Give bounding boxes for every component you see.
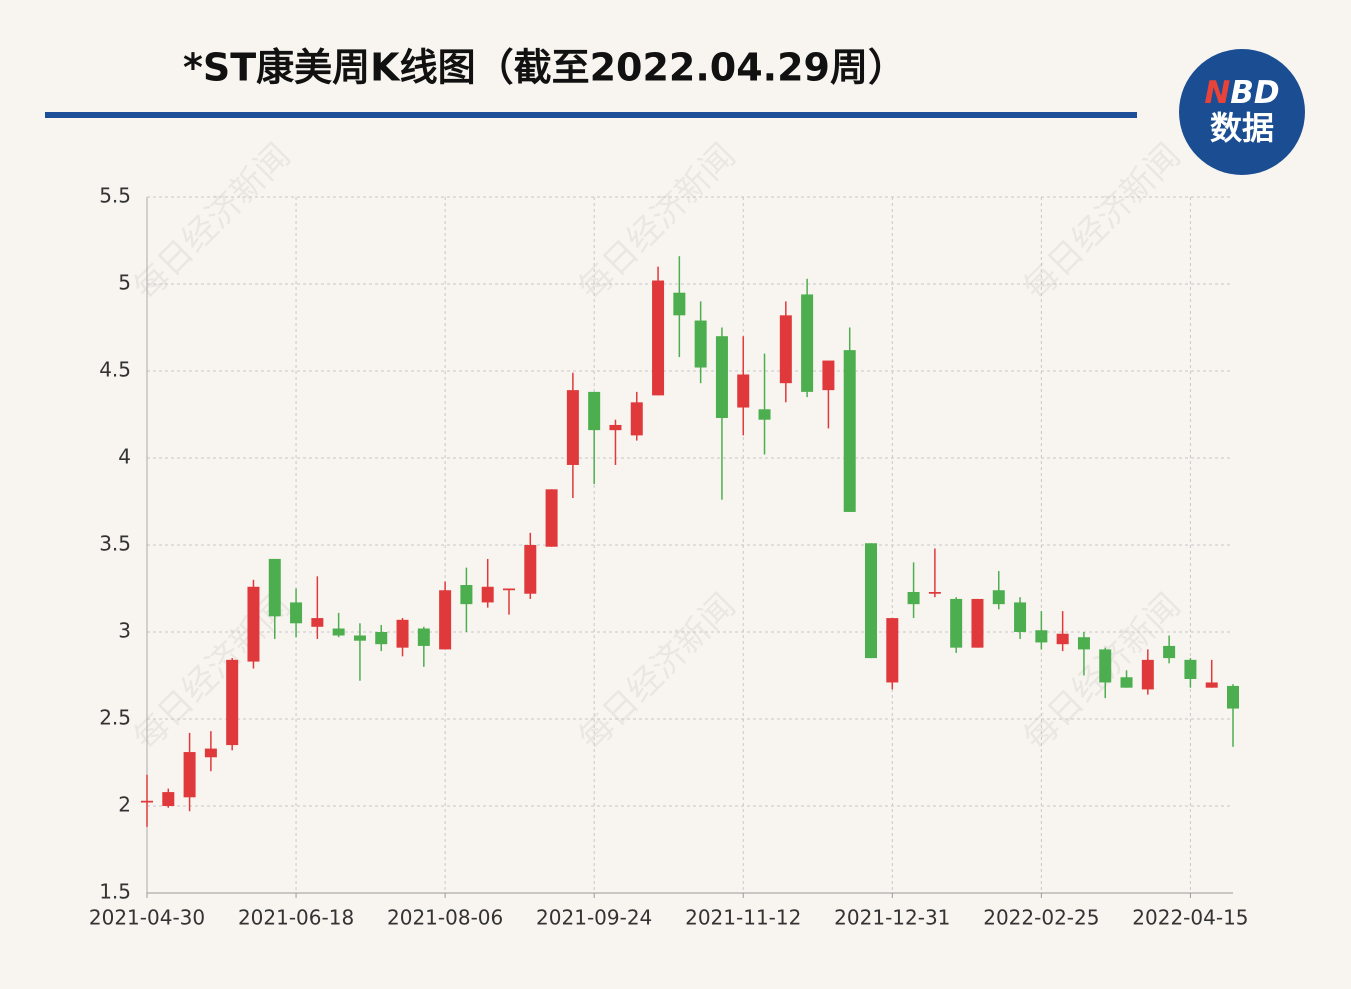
- candle-body: [204, 748, 217, 758]
- x-tick-label: 2021-08-06: [387, 906, 503, 930]
- candle-body: [1120, 677, 1133, 688]
- candle-body: [226, 659, 239, 746]
- candle-body: [758, 409, 771, 420]
- candle-body: [353, 635, 366, 641]
- candle-body: [396, 619, 409, 648]
- candle-body: [928, 591, 941, 594]
- y-tick-label: 5.5: [99, 184, 131, 208]
- logo: NBD 数据: [1179, 49, 1305, 175]
- candle-body: [268, 558, 281, 617]
- x-tick-label: 2021-04-30: [89, 906, 205, 930]
- candle-body: [417, 628, 430, 646]
- candle-body: [524, 545, 537, 594]
- candle-body: [481, 586, 494, 603]
- y-tick-label: 4.5: [99, 358, 131, 382]
- y-tick-label: 1.5: [99, 880, 131, 904]
- candle-body: [907, 591, 920, 605]
- candle-body: [652, 280, 665, 396]
- candle-body: [1141, 659, 1154, 690]
- y-tick-label: 5: [118, 271, 131, 295]
- x-tick-label: 2022-04-15: [1132, 906, 1248, 930]
- candle-body: [1014, 602, 1027, 632]
- y-tick-label: 2.5: [99, 706, 131, 730]
- candle-body: [886, 618, 899, 683]
- logo-rest: BD: [1230, 75, 1279, 111]
- candle-body: [503, 588, 515, 591]
- candle-body: [332, 628, 345, 636]
- x-tick-label: 2021-06-18: [238, 906, 354, 930]
- candle-body: [801, 294, 814, 392]
- candle-body: [1184, 659, 1197, 679]
- candle-body: [1077, 637, 1090, 650]
- candle-body: [630, 402, 643, 436]
- candle-body: [439, 590, 452, 650]
- candle-body: [311, 618, 324, 627]
- candle-body: [971, 598, 984, 648]
- candle-body: [950, 598, 963, 648]
- candle-body: [673, 292, 686, 316]
- candle-body: [566, 390, 579, 465]
- candle-body: [545, 489, 558, 547]
- logo-sub: 数据: [1210, 109, 1274, 147]
- candle-body: [1163, 645, 1176, 659]
- candle-body: [460, 585, 473, 605]
- y-tick-label: 4: [118, 445, 131, 469]
- candle-body: [1035, 630, 1048, 643]
- candle-body: [992, 590, 1005, 605]
- candle-body: [162, 792, 175, 806]
- candle-body: [247, 586, 260, 662]
- candle-body: [865, 543, 877, 659]
- candle-body: [290, 602, 303, 624]
- candle-body: [715, 336, 728, 418]
- chart-title: *ST康美周K线图（截至2022.04.29周）: [183, 46, 906, 90]
- candle-body: [588, 391, 601, 431]
- candle-body: [141, 800, 153, 803]
- y-tick-label: 2: [118, 793, 131, 817]
- x-tick-label: 2021-11-12: [685, 906, 801, 930]
- candle-body: [375, 632, 388, 645]
- candle-body: [1099, 649, 1112, 683]
- candle-body: [1205, 682, 1218, 688]
- candle-body: [1227, 685, 1239, 709]
- candle-body: [843, 350, 856, 512]
- x-tick-label: 2021-09-24: [536, 906, 652, 930]
- y-tick-label: 3: [118, 619, 131, 643]
- candle-body: [779, 315, 792, 384]
- x-tick-label: 2021-12-31: [834, 906, 950, 930]
- candle-body: [737, 374, 750, 408]
- candle-body: [183, 752, 196, 798]
- x-tick-label: 2022-02-25: [983, 906, 1099, 930]
- plot: 1.5 2 2.5 3 3.5 4 4.5 5 5.5 2021-04-30 2021-06-18 2…: [89, 184, 1249, 930]
- y-tick-label: 3.5: [99, 532, 131, 556]
- title-rule: [45, 112, 1137, 118]
- logo-text: NBD: [1204, 75, 1279, 111]
- logo-mark: N: [1204, 75, 1230, 111]
- candle-body: [694, 320, 707, 368]
- candle-body: [1056, 633, 1069, 645]
- logo-circle: [1179, 49, 1305, 175]
- candle-body: [822, 360, 835, 391]
- candle-body: [609, 424, 622, 431]
